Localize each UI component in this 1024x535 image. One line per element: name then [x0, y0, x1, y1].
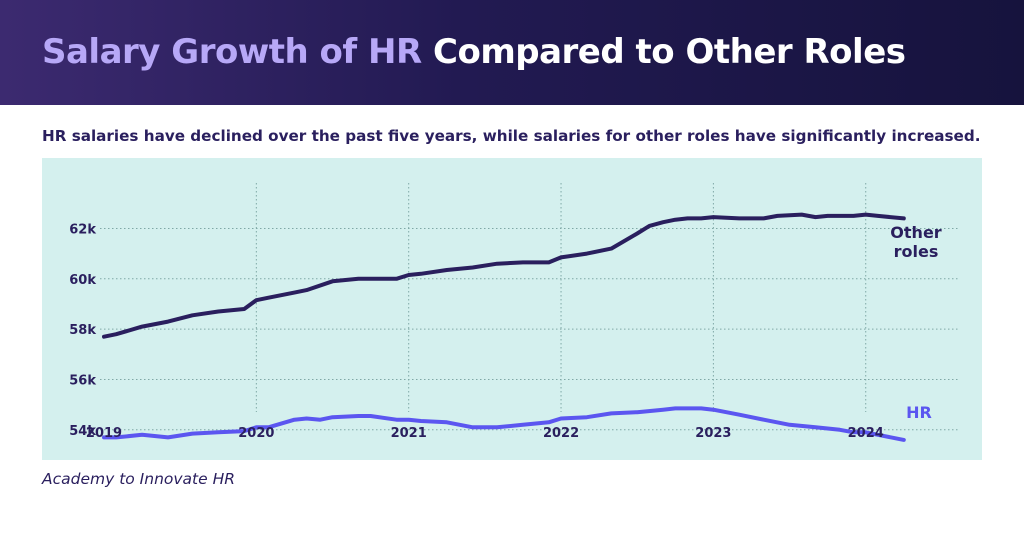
series-line-other-roles: [102, 212, 906, 339]
x-tick-label: 2021: [391, 426, 427, 441]
y-tick-label: 54k: [69, 424, 96, 439]
x-tick-label: 2020: [238, 426, 274, 441]
title-rest: Compared to Other Roles: [421, 32, 906, 72]
chart-subtitle: HR salaries have declined over the past …: [42, 127, 981, 145]
source-credit: Academy to Innovate HR: [42, 470, 236, 488]
grid-layer: [100, 183, 958, 431]
y-tick-label: 60k: [69, 273, 96, 288]
x-tick-label: 2022: [543, 426, 579, 441]
title-highlight: Salary Growth of HR: [42, 32, 422, 72]
y-tick-label: 58k: [69, 323, 96, 338]
y-tick-label: 56k: [69, 373, 96, 388]
x-tick-label: 2023: [695, 426, 731, 441]
series-label-other-roles: roles: [894, 242, 939, 261]
plot-background: [42, 158, 982, 460]
y-tick-label: 62k: [69, 222, 96, 237]
page-title: Salary Growth of HR Compared to Other Ro…: [42, 30, 906, 74]
label-layer: 54k 56k 58k 60k 62k 2019 2020 2021 2022 2023 2024 O…: [69, 222, 942, 441]
header-banner: Salary Growth of HR Compared to Other Ro…: [0, 0, 1024, 105]
series-line-hr: [102, 406, 906, 442]
x-tick-label: 2024: [848, 426, 884, 441]
x-tick-label: 2019: [86, 426, 122, 441]
series-label-other-roles: Other: [890, 223, 941, 242]
series-label-hr: HR: [906, 403, 932, 422]
series-layer: [102, 212, 906, 442]
